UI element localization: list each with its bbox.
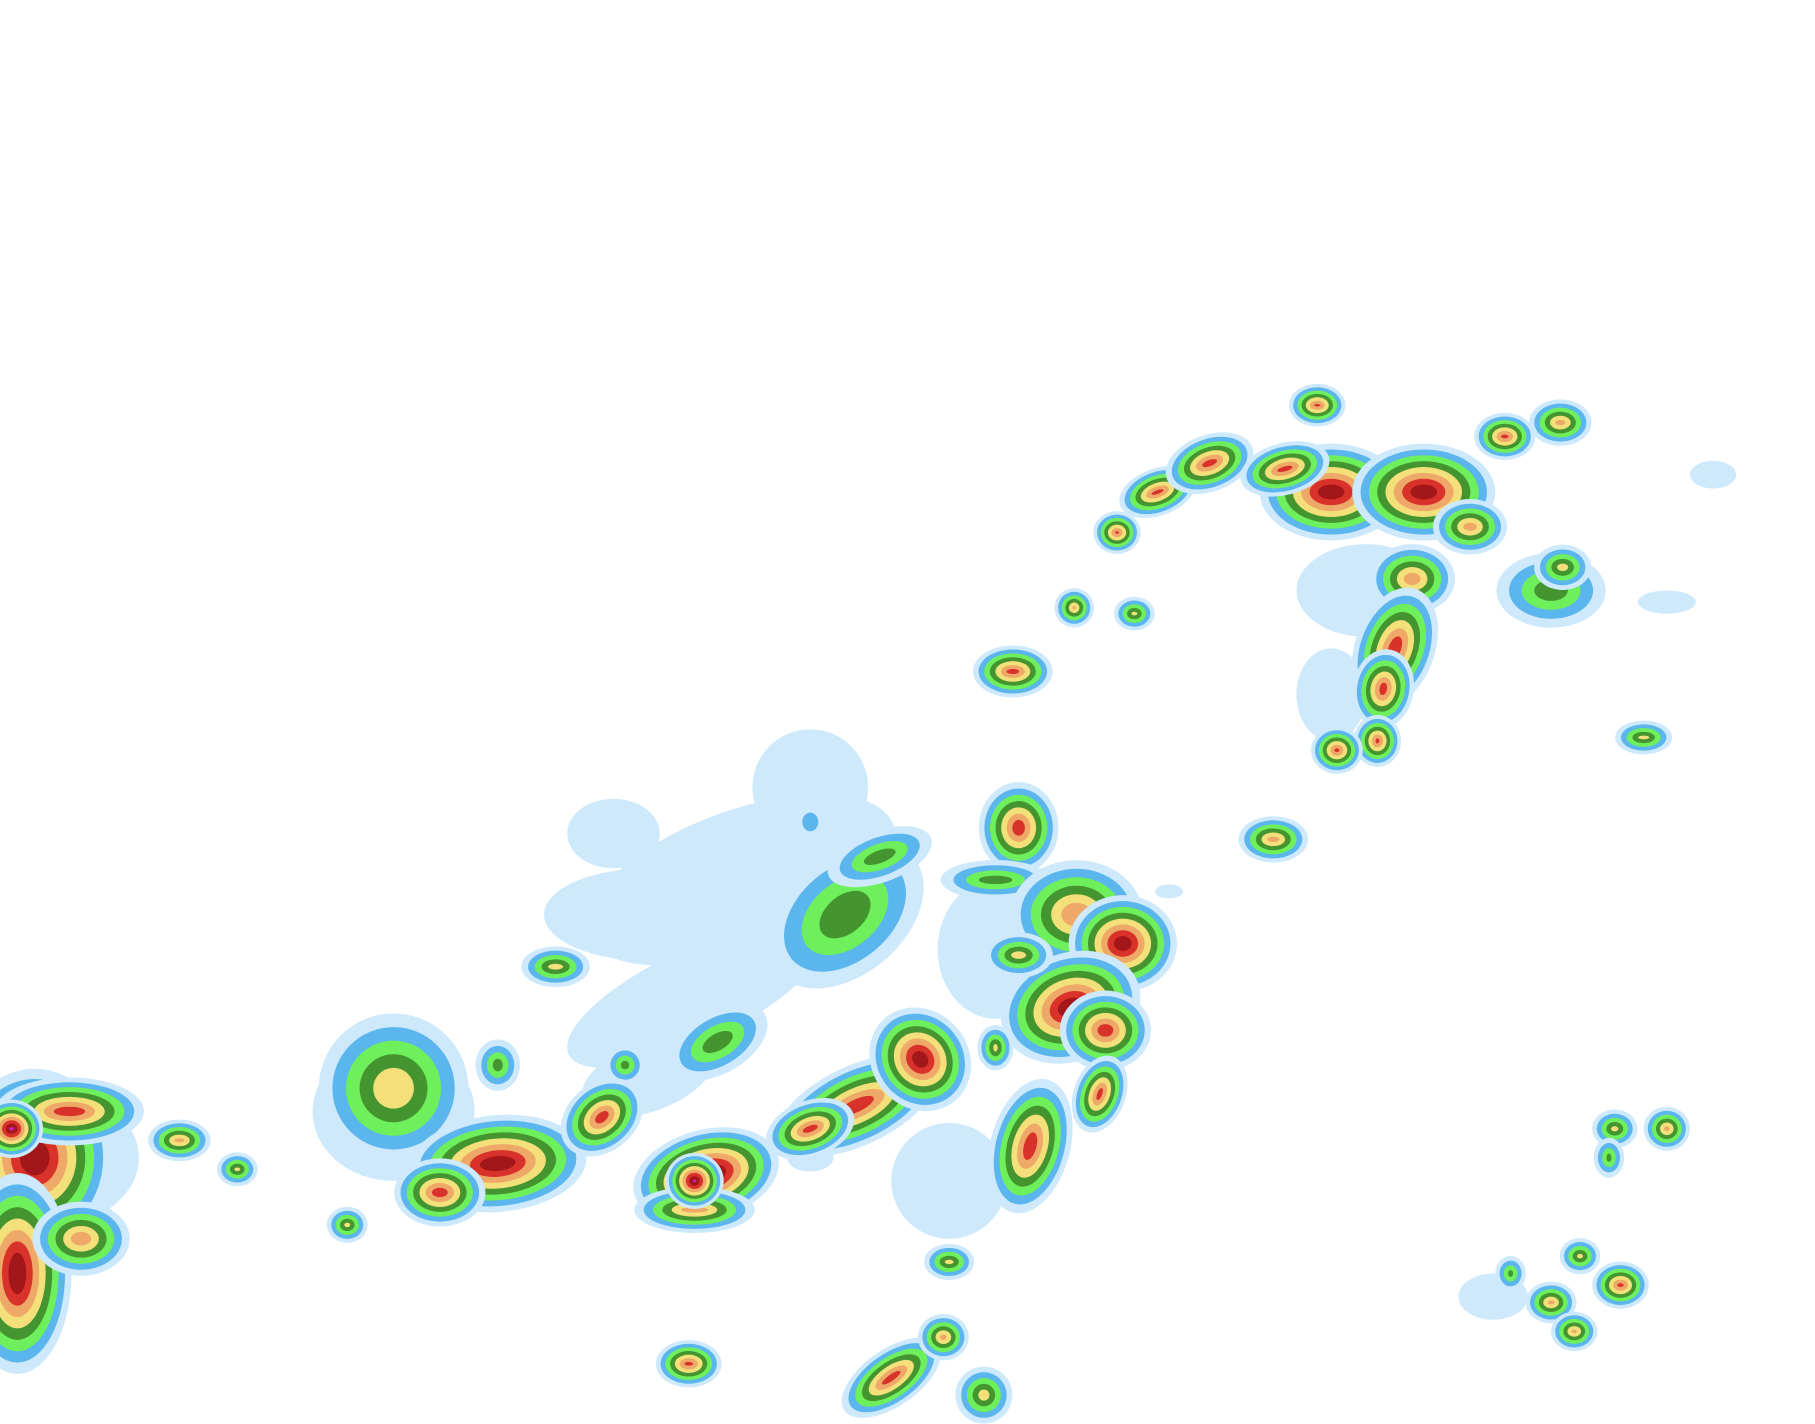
- echo-cell: [978, 1389, 990, 1401]
- echo-cell: [1267, 836, 1280, 843]
- echo-cell: [1611, 1126, 1619, 1132]
- echo-cell: [1012, 819, 1025, 836]
- echo-cell: [1334, 748, 1340, 753]
- echo-cell: [1296, 648, 1366, 741]
- echo-cell: [940, 1334, 947, 1340]
- echo-cell: [1463, 522, 1477, 531]
- echo-cell: [692, 1179, 697, 1183]
- echo-cell: [174, 1138, 185, 1143]
- echo-cell: [234, 1167, 241, 1172]
- echo-cell: [993, 1044, 998, 1052]
- echo-cell: [1689, 460, 1737, 489]
- echo-cell: [891, 1122, 1008, 1239]
- echo-cell: [1571, 1329, 1577, 1334]
- echo-cell: [8, 1252, 27, 1295]
- echo-cell: [1097, 1024, 1114, 1037]
- echo-cell: [978, 875, 1013, 885]
- echo-cell: [492, 1058, 503, 1072]
- echo-cell: [912, 1050, 929, 1068]
- echo-cell: [1375, 738, 1380, 744]
- echo-cell: [1113, 936, 1132, 951]
- echo-cell: [432, 1187, 448, 1198]
- echo-cell: [1637, 590, 1696, 614]
- echo-cell: [684, 1361, 694, 1366]
- echo-cell: [702, 1030, 733, 1054]
- echo-cell: [681, 1207, 709, 1213]
- precipitation-cells: [0, 383, 1737, 1424]
- echo-cell: [1023, 1132, 1038, 1160]
- echo-cell: [1151, 489, 1164, 495]
- echo-cell: [1379, 682, 1388, 696]
- echo-cell: [595, 1110, 609, 1124]
- echo-cell: [1555, 419, 1566, 426]
- echo-cell: [1202, 459, 1218, 468]
- echo-cell: [344, 1222, 351, 1228]
- echo-cell: [544, 868, 753, 961]
- echo-cell: [1577, 1253, 1583, 1259]
- echo-cell: [1314, 403, 1321, 407]
- echo-cell: [863, 848, 896, 865]
- echo-cell: [1410, 484, 1438, 500]
- echo-cell: [9, 1127, 14, 1131]
- echo-cell: [1557, 563, 1569, 571]
- echo-cell: [1606, 1153, 1612, 1162]
- echo-cell: [1617, 1283, 1624, 1287]
- echo-cell: [1155, 884, 1183, 899]
- echo-cell: [944, 1259, 954, 1265]
- echo-cell: [1508, 1270, 1514, 1277]
- echo-cell: [882, 1370, 901, 1385]
- echo-cell: [802, 812, 819, 832]
- echo-cell: [620, 1060, 630, 1070]
- echo-cell: [1277, 465, 1293, 473]
- echo-cell: [1638, 735, 1650, 740]
- echo-cell: [1547, 1300, 1555, 1305]
- echo-cell: [1072, 606, 1076, 610]
- echo-cell: [1131, 611, 1138, 616]
- echo-cell: [1501, 434, 1509, 439]
- echo-cell: [1403, 572, 1421, 585]
- echo-cell: [567, 798, 660, 869]
- echo-cell: [802, 1124, 818, 1133]
- echo-cell: [1096, 1088, 1103, 1101]
- echo-cell: [548, 963, 564, 970]
- echo-cell: [1664, 1126, 1670, 1132]
- echo-cell: [70, 1232, 92, 1246]
- echo-cell: [819, 890, 871, 939]
- echo-cell: [567, 923, 822, 1068]
- echo-cell: [1011, 951, 1027, 959]
- echo-cell: [1115, 531, 1119, 534]
- echo-cell: [53, 1106, 86, 1117]
- echo-cell: [1317, 484, 1345, 500]
- echo-cell: [479, 1155, 516, 1172]
- echo-cell: [1006, 668, 1020, 674]
- echo-cell: [373, 1067, 414, 1109]
- echo-cell: [752, 729, 869, 846]
